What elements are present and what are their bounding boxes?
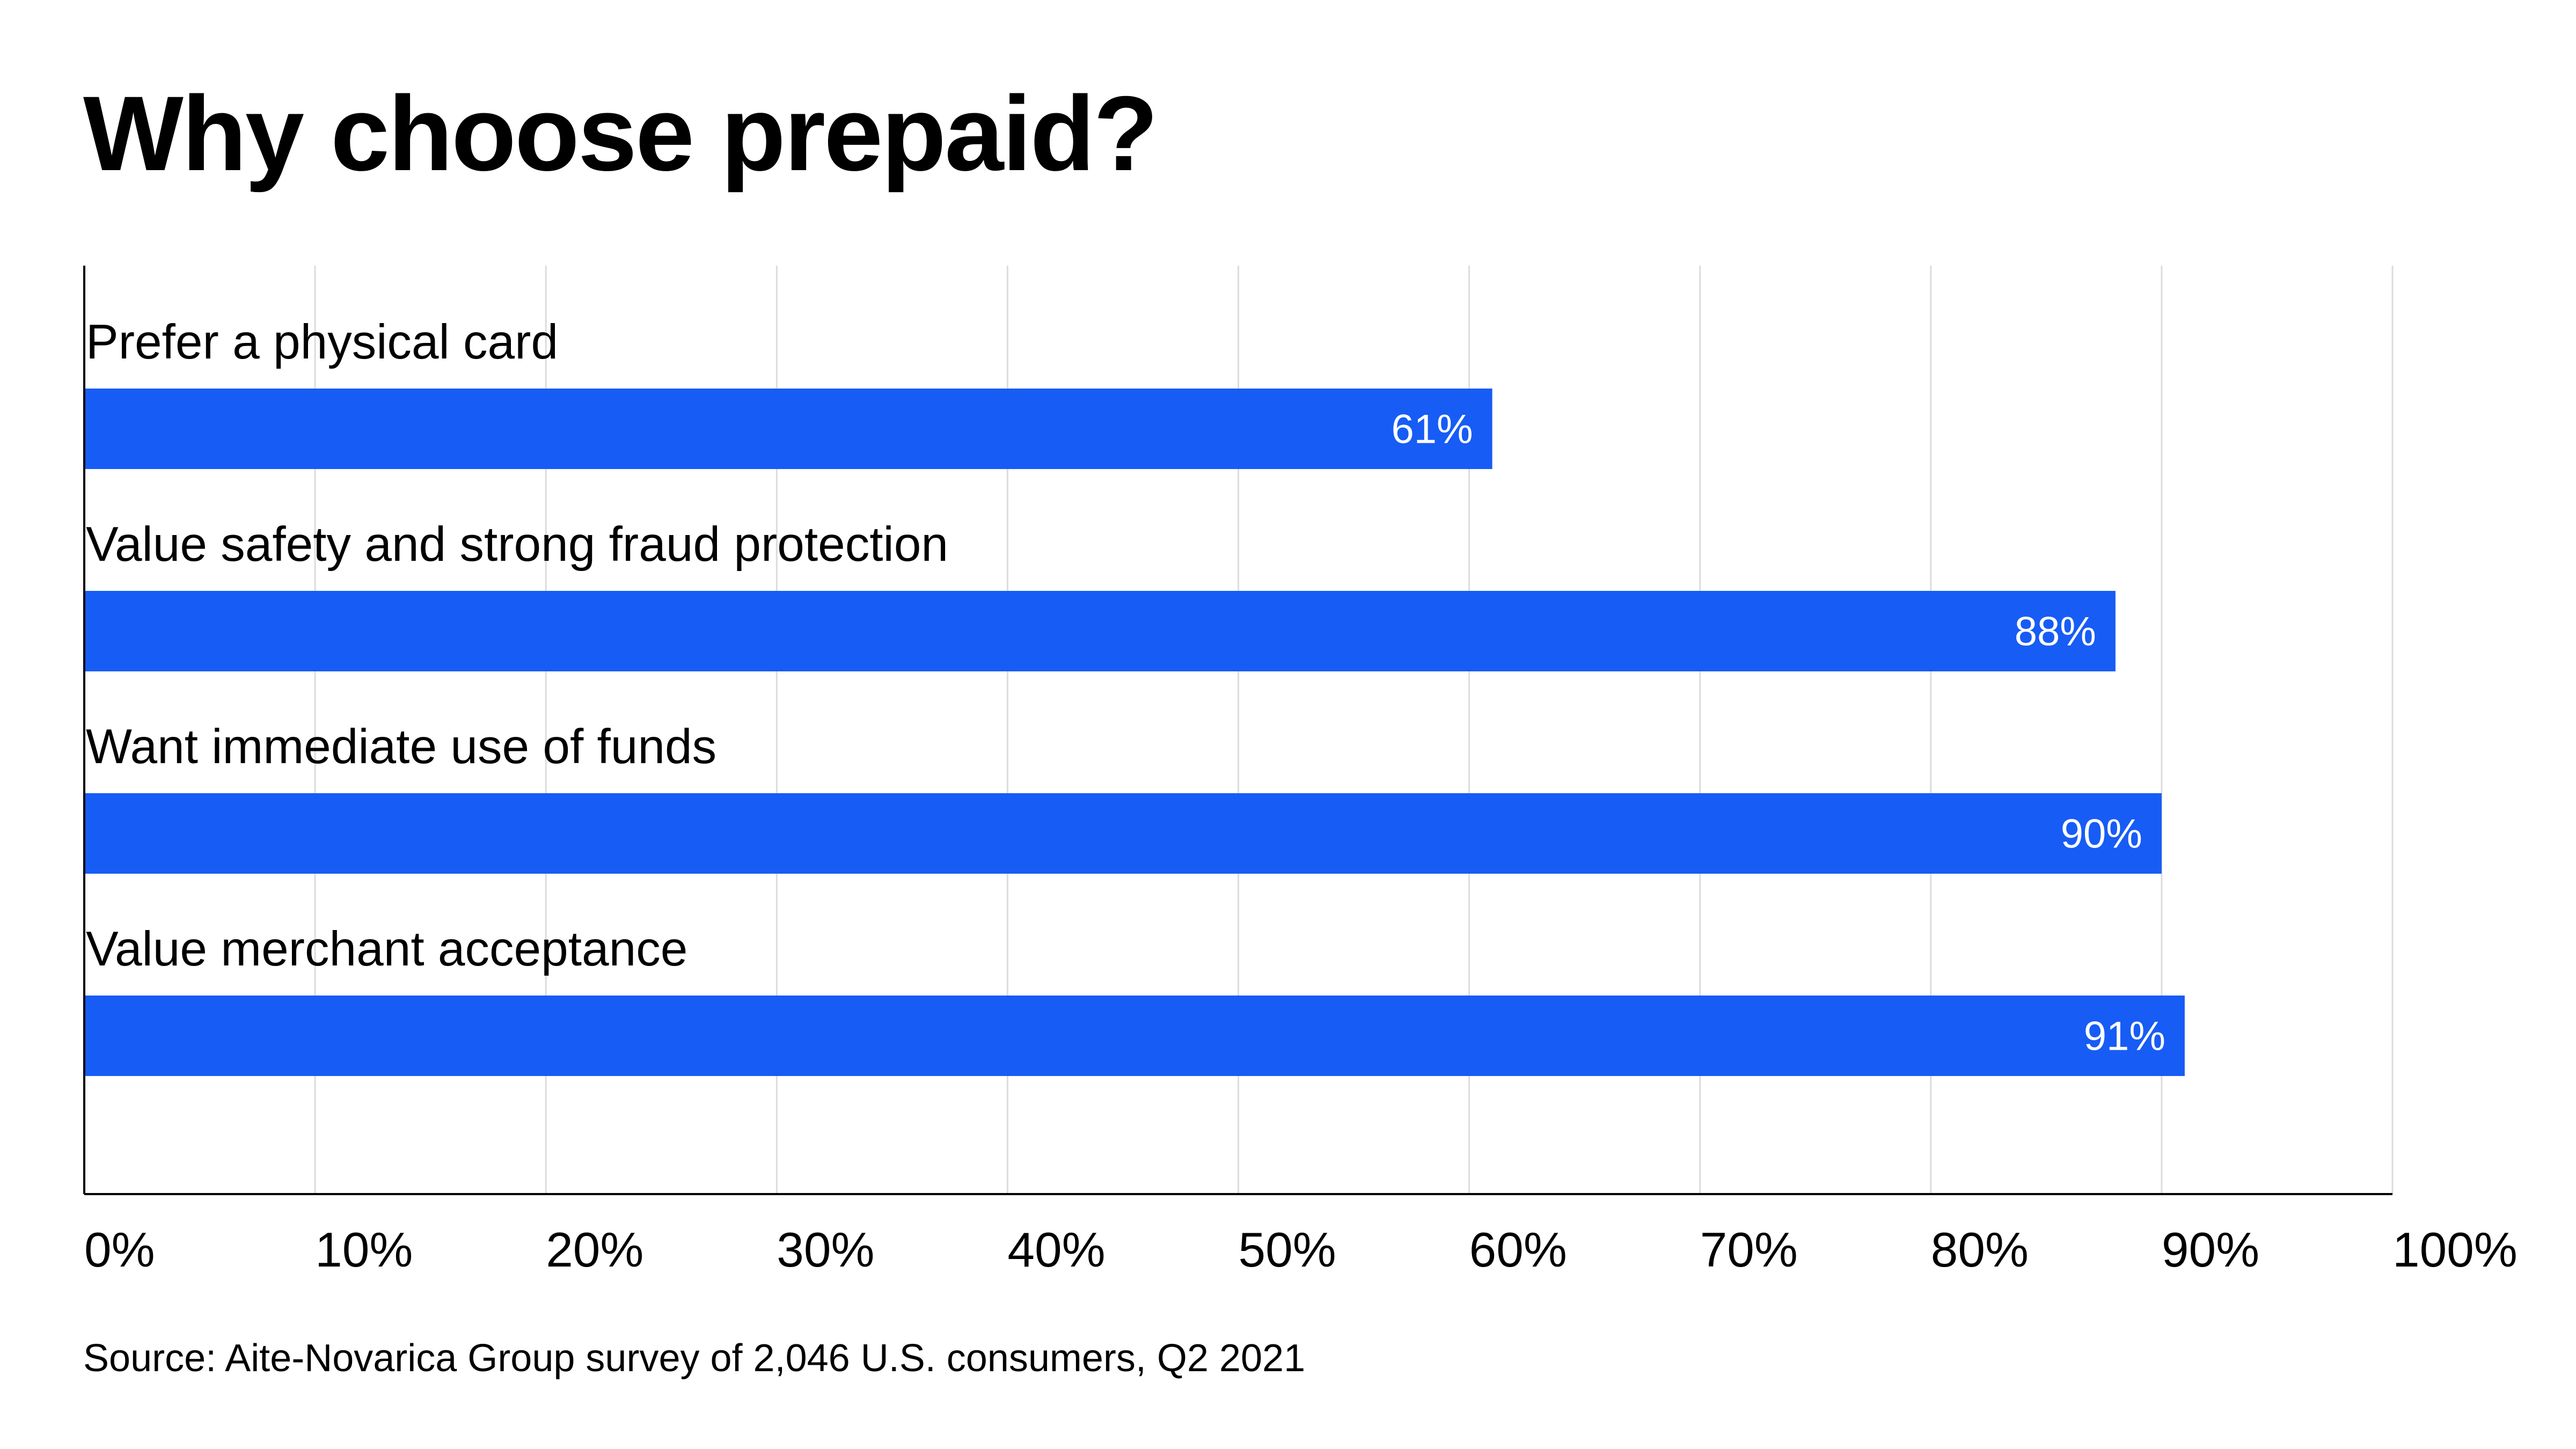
bar-value-label: 90% (2061, 811, 2142, 857)
x-tick-label: 20% (546, 1223, 643, 1277)
x-tick-label: 40% (1007, 1223, 1105, 1277)
bar (84, 389, 1492, 469)
x-axis: 0% 10% 20% 30% 40% 50% 60% 70% 80% 90% 100% (83, 266, 2518, 1277)
x-tick-label: 90% (2162, 1223, 2259, 1277)
x-tick-label: 30% (777, 1223, 874, 1277)
x-tick-label: 10% (315, 1223, 413, 1277)
x-tick-label: 0% (84, 1223, 155, 1277)
x-tick-label: 60% (1469, 1223, 1567, 1277)
bar (84, 996, 2185, 1076)
x-tick-label: 80% (1931, 1223, 2029, 1277)
category-label: Prefer a physical card (86, 315, 558, 369)
bar-value-label: 91% (2084, 1014, 2165, 1059)
x-tick-label: 100% (2392, 1223, 2518, 1277)
bar-value-label: 88% (2015, 609, 2096, 655)
bar-value-label: 61% (1391, 407, 1473, 452)
category-label: Want immediate use of funds (86, 720, 716, 774)
x-tick-label: 70% (1700, 1223, 1798, 1277)
source-note: Source: Aite-Novarica Group survey of 2,… (83, 1337, 1306, 1380)
bar (84, 591, 2116, 671)
category-label: Value safety and strong fraud protection (86, 517, 948, 572)
bar (84, 793, 2162, 874)
x-tick-label: 50% (1239, 1223, 1336, 1277)
category-label: Value merchant acceptance (86, 922, 687, 976)
chart-title: Why choose prepaid? (83, 74, 1158, 193)
bars: Prefer a physical card 61% Value safety an… (84, 315, 2185, 1076)
